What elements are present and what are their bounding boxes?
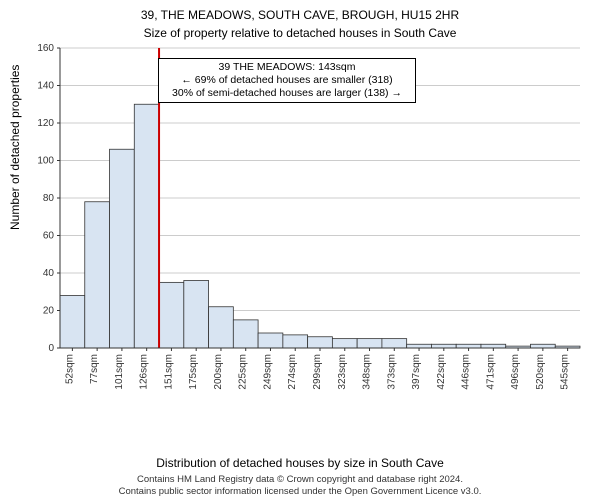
annotation-line: ← 69% of detached houses are smaller (31… (163, 74, 411, 87)
bar (357, 339, 382, 348)
svg-text:249sqm: 249sqm (262, 354, 273, 390)
bar (431, 344, 456, 348)
svg-text:100: 100 (37, 156, 54, 167)
bar (332, 339, 357, 348)
svg-text:120: 120 (37, 118, 54, 129)
svg-text:348sqm: 348sqm (362, 354, 373, 390)
attribution-line: Contains HM Land Registry data © Crown c… (0, 474, 600, 486)
chart-container: 39, THE MEADOWS, SOUTH CAVE, BROUGH, HU1… (0, 0, 600, 500)
svg-text:52sqm: 52sqm (64, 354, 75, 384)
bar (60, 296, 85, 349)
svg-text:126sqm: 126sqm (139, 354, 150, 390)
svg-text:545sqm: 545sqm (560, 354, 571, 390)
svg-text:77sqm: 77sqm (89, 354, 100, 384)
svg-text:175sqm: 175sqm (188, 354, 199, 390)
svg-text:200sqm: 200sqm (213, 354, 224, 390)
attribution-line: Contains public sector information licen… (0, 486, 600, 498)
bar (382, 339, 407, 348)
bar (85, 202, 110, 348)
svg-text:0: 0 (48, 343, 54, 354)
svg-text:397sqm: 397sqm (411, 354, 422, 390)
bar (308, 337, 333, 348)
svg-text:160: 160 (37, 43, 54, 54)
svg-text:225sqm: 225sqm (238, 354, 249, 390)
svg-text:373sqm: 373sqm (386, 354, 397, 390)
bar (209, 307, 234, 348)
svg-text:151sqm: 151sqm (163, 354, 174, 390)
annotation-line: 30% of semi-detached houses are larger (… (163, 87, 411, 100)
annotation-line: 39 THE MEADOWS: 143sqm (163, 61, 411, 74)
bar (233, 320, 258, 348)
svg-text:20: 20 (43, 306, 55, 317)
svg-text:471sqm: 471sqm (485, 354, 496, 390)
svg-text:40: 40 (43, 268, 55, 279)
bar (258, 333, 283, 348)
svg-text:446sqm: 446sqm (461, 354, 472, 390)
svg-text:323sqm: 323sqm (337, 354, 348, 390)
svg-text:140: 140 (37, 81, 54, 92)
y-axis-label: Number of detached properties (8, 65, 22, 230)
bar (283, 335, 308, 348)
page-title: 39, THE MEADOWS, SOUTH CAVE, BROUGH, HU1… (0, 0, 600, 24)
svg-text:422sqm: 422sqm (436, 354, 447, 390)
bar (456, 344, 481, 348)
bar (110, 149, 135, 348)
bar (184, 281, 209, 349)
subtitle: Size of property relative to detached ho… (0, 24, 600, 40)
svg-text:520sqm: 520sqm (535, 354, 546, 390)
svg-text:299sqm: 299sqm (312, 354, 323, 390)
svg-text:60: 60 (43, 231, 55, 242)
bar (134, 104, 159, 348)
bar (481, 344, 506, 348)
x-axis-label: Distribution of detached houses by size … (0, 456, 600, 470)
svg-text:496sqm: 496sqm (510, 354, 521, 390)
bar (159, 282, 184, 348)
svg-text:80: 80 (43, 193, 55, 204)
annotation-box: 39 THE MEADOWS: 143sqm ← 69% of detached… (158, 58, 416, 103)
attribution: Contains HM Land Registry data © Crown c… (0, 474, 600, 498)
svg-text:274sqm: 274sqm (287, 354, 298, 390)
bar (407, 344, 432, 348)
bar (530, 344, 555, 348)
svg-text:101sqm: 101sqm (114, 354, 125, 390)
